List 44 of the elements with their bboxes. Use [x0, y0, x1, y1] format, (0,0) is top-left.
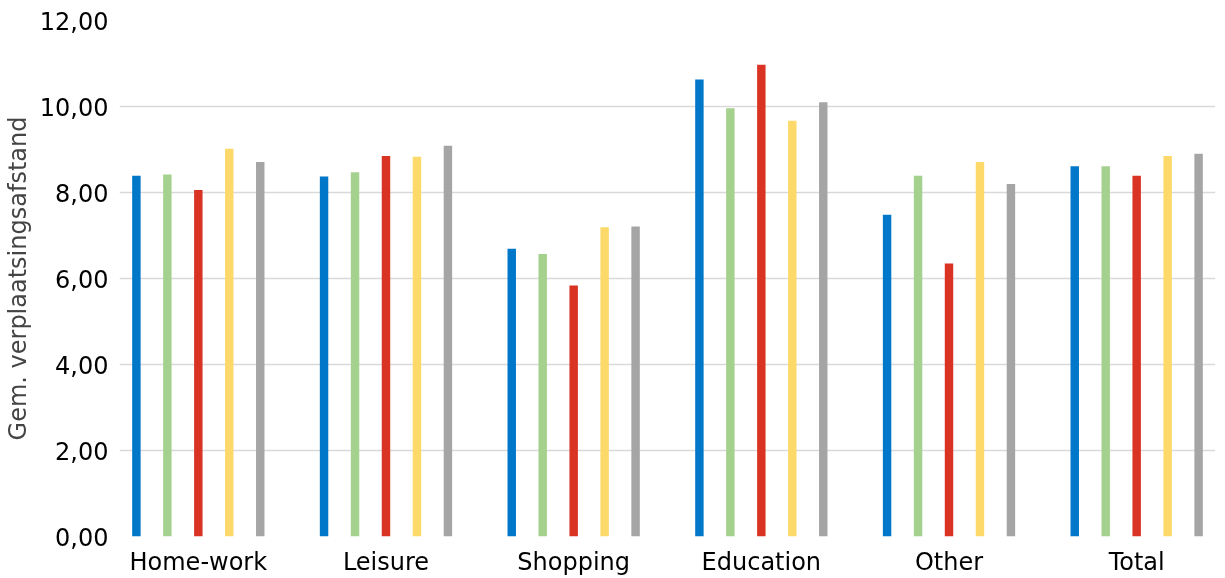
bar — [350, 172, 360, 537]
bar — [944, 263, 954, 537]
bar — [757, 64, 766, 537]
bar — [819, 102, 828, 537]
y-tick-label: 6,00 — [55, 265, 109, 294]
bar — [1132, 175, 1141, 537]
bar — [600, 227, 609, 537]
x-tick-label: Home-work — [129, 547, 268, 576]
bar — [163, 174, 172, 537]
y-axis-title: Gem. verplaatsingsafstand — [3, 116, 32, 441]
bar — [538, 253, 547, 537]
bar — [225, 148, 234, 537]
y-tick-label: 4,00 — [55, 351, 109, 380]
bar — [256, 161, 265, 537]
bar — [1101, 166, 1110, 537]
y-tick-label: 10,00 — [39, 93, 109, 122]
x-tick-label: Leisure — [342, 547, 430, 576]
bar — [882, 214, 892, 537]
bar — [1163, 155, 1172, 537]
bar — [631, 226, 640, 537]
bar — [1070, 166, 1079, 537]
bar — [975, 161, 985, 537]
bar — [507, 248, 516, 537]
bar — [319, 176, 329, 537]
bar — [381, 155, 391, 537]
bar — [443, 145, 453, 537]
x-tick-label: Other — [914, 547, 984, 576]
bar — [1006, 183, 1016, 537]
y-tick-label: 12,00 — [39, 7, 109, 36]
x-tick-label: Total — [1107, 547, 1165, 576]
bar — [132, 175, 141, 537]
y-tick-label: 8,00 — [55, 179, 109, 208]
y-tick-label: 2,00 — [55, 437, 109, 466]
x-tick-label: Shopping — [517, 547, 631, 576]
bar — [726, 108, 735, 537]
bar — [569, 285, 578, 537]
bar — [913, 175, 923, 537]
bar — [412, 156, 422, 537]
bar — [695, 79, 704, 537]
x-tick-label: Education — [701, 547, 822, 576]
bar — [1194, 153, 1203, 537]
bar — [788, 120, 797, 537]
y-tick-label: 0,00 — [55, 523, 109, 552]
bar — [194, 189, 203, 537]
